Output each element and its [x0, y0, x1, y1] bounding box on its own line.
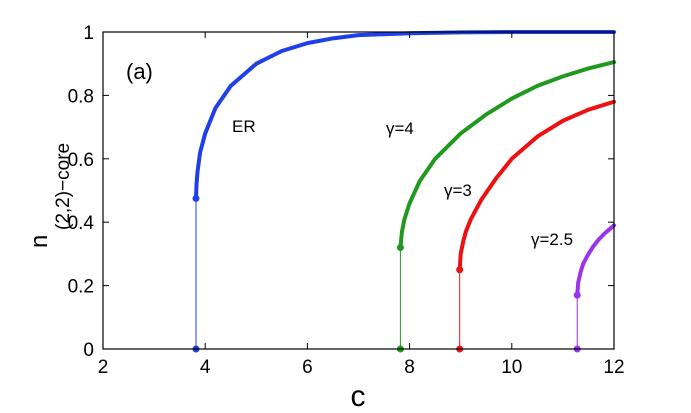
series-1-label: ER — [232, 117, 256, 136]
y-tick-label: 0.8 — [68, 86, 94, 107]
series-2-curve — [398, 60, 616, 250]
series-labels: ER γ=4 γ=3 γ=2.5 — [232, 117, 573, 249]
x-axis-label: c — [351, 380, 366, 413]
y-axis-label-main: n — [26, 235, 53, 248]
curves — [194, 30, 616, 298]
plot-area — [103, 32, 614, 349]
panel-label: (a) — [126, 59, 153, 84]
series-4-label: γ=2.5 — [531, 230, 573, 249]
x-tick-label: 12 — [603, 357, 624, 378]
series-1-jump-point-top — [192, 194, 200, 202]
x-tick-label: 4 — [200, 357, 211, 378]
series-4-jump-point-top — [573, 291, 581, 299]
series-2-jump-point-top — [396, 244, 404, 252]
x-ticks: 2 4 6 8 10 12 — [98, 32, 625, 378]
series-3-jump-point-top — [456, 266, 464, 274]
x-tick-label: 2 — [98, 357, 109, 378]
x-tick-label: 6 — [302, 357, 313, 378]
y-tick-label: 1 — [83, 23, 94, 44]
x-tick-label: 10 — [501, 357, 522, 378]
series-4-curve — [575, 223, 616, 298]
x-tick-label: 8 — [404, 357, 415, 378]
series-3-curve — [457, 99, 616, 272]
y-tick-label: 0 — [83, 340, 94, 361]
plot-frame — [102, 31, 615, 350]
series-1-curve — [194, 30, 616, 201]
y-tick-label: 0.4 — [68, 213, 95, 234]
y-ticks: 0 0.2 0.4 0.6 0.8 1 — [68, 23, 614, 361]
y-tick-label: 0.6 — [68, 150, 94, 171]
y-tick-label: 0.2 — [68, 277, 94, 298]
y-axis-label-sub: (2,2)−core — [53, 143, 74, 230]
y-axis-label: n (2,2)−core — [26, 143, 74, 248]
series-2-label: γ=4 — [386, 119, 414, 138]
series-3-label: γ=3 — [444, 181, 472, 200]
